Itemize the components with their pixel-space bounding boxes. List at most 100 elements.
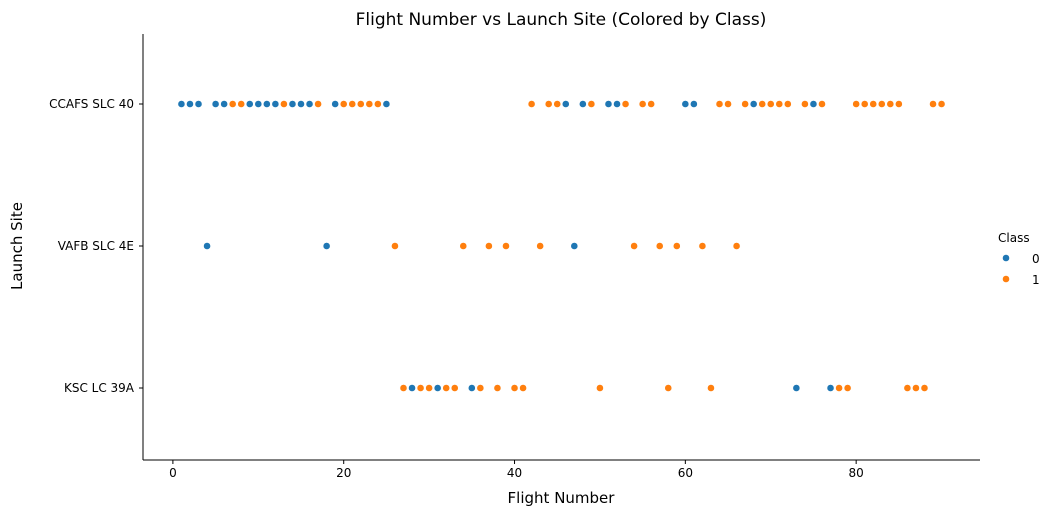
data-point xyxy=(365,100,374,108)
data-point xyxy=(459,242,468,250)
x-tick-label: 20 xyxy=(336,466,351,480)
data-point xyxy=(544,100,553,108)
x-tick-label: 0 xyxy=(169,466,177,480)
data-point xyxy=(689,100,698,108)
series-0 xyxy=(177,100,835,392)
data-point xyxy=(382,100,391,108)
data-point xyxy=(681,100,690,108)
data-point xyxy=(502,242,510,250)
data-point xyxy=(929,100,937,108)
data-point xyxy=(297,100,305,108)
data-point xyxy=(416,384,425,392)
data-point xyxy=(818,100,826,108)
data-point xyxy=(578,100,587,108)
data-point xyxy=(485,242,493,250)
data-point xyxy=(408,384,416,392)
data-point xyxy=(467,384,476,392)
data-point xyxy=(835,384,843,392)
data-point xyxy=(186,100,194,108)
y-tick-label: KSC LC 39A xyxy=(64,381,135,395)
x-axis-label: Flight Number xyxy=(508,489,616,507)
data-point xyxy=(920,384,929,392)
data-point xyxy=(715,100,724,108)
data-point xyxy=(886,100,895,108)
data-point xyxy=(493,384,502,392)
data-point xyxy=(664,384,673,392)
data-point xyxy=(288,100,297,108)
series-1 xyxy=(228,100,946,392)
legend-title: Class xyxy=(998,231,1030,245)
data-point xyxy=(519,384,527,392)
data-point xyxy=(220,100,229,108)
data-point xyxy=(801,100,809,108)
data-point xyxy=(373,100,382,108)
data-point xyxy=(561,100,570,108)
data-point xyxy=(228,100,237,108)
data-point xyxy=(322,242,331,250)
legend: Class 0 1 xyxy=(998,231,1040,287)
data-point xyxy=(596,384,604,392)
data-point xyxy=(732,242,741,250)
data-point xyxy=(339,100,348,108)
data-point xyxy=(254,100,263,108)
data-point xyxy=(203,242,211,250)
data-point xyxy=(672,242,681,250)
data-point xyxy=(570,242,579,250)
x-tick-label: 60 xyxy=(678,466,693,480)
data-point xyxy=(852,100,861,108)
legend-marker xyxy=(1002,275,1010,283)
data-point xyxy=(433,384,442,392)
data-point xyxy=(741,100,750,108)
data-point xyxy=(877,100,886,108)
data-point xyxy=(783,100,792,108)
data-point xyxy=(425,384,434,392)
data-point xyxy=(237,100,246,108)
data-point xyxy=(647,100,656,108)
plot-area xyxy=(142,34,980,461)
data-point xyxy=(271,100,280,108)
data-point xyxy=(280,100,288,108)
data-point xyxy=(245,100,254,108)
legend-marker xyxy=(1002,254,1010,262)
data-point xyxy=(399,384,408,392)
legend-label: 1 xyxy=(1032,273,1040,287)
data-point xyxy=(527,100,536,108)
data-point xyxy=(305,100,314,108)
data-point xyxy=(843,384,852,392)
y-axis-ticks: CCAFS SLC 40 VAFB SLC 4E KSC LC 39A xyxy=(49,97,143,395)
data-point xyxy=(613,100,621,108)
data-points xyxy=(177,100,946,392)
chart-title: Flight Number vs Launch Site (Colored by… xyxy=(356,10,767,30)
y-axis-label: Launch Site xyxy=(8,202,26,290)
y-tick-label: CCAFS SLC 40 xyxy=(49,97,134,111)
data-point xyxy=(262,100,271,108)
data-point xyxy=(775,100,784,108)
data-point xyxy=(348,100,357,108)
data-point xyxy=(937,100,946,108)
data-point xyxy=(749,100,758,108)
data-point xyxy=(604,100,613,108)
data-point xyxy=(177,100,186,108)
data-point xyxy=(860,100,869,108)
data-point xyxy=(442,384,451,392)
legend-label: 0 xyxy=(1032,252,1040,266)
data-point xyxy=(331,100,340,108)
data-point xyxy=(766,100,775,108)
y-tick-label: VAFB SLC 4E xyxy=(58,239,134,253)
data-point xyxy=(869,100,878,108)
data-point xyxy=(655,242,664,250)
data-point xyxy=(194,100,203,108)
data-point xyxy=(758,100,767,108)
data-point xyxy=(903,384,912,392)
data-point xyxy=(698,242,707,250)
data-point xyxy=(356,100,365,108)
x-tick-label: 80 xyxy=(849,466,864,480)
data-point xyxy=(391,242,399,250)
data-point xyxy=(621,100,630,108)
data-point xyxy=(724,100,732,108)
data-point xyxy=(587,100,596,108)
x-tick-label: 40 xyxy=(507,466,522,480)
data-point xyxy=(894,100,903,108)
data-point xyxy=(476,384,485,392)
